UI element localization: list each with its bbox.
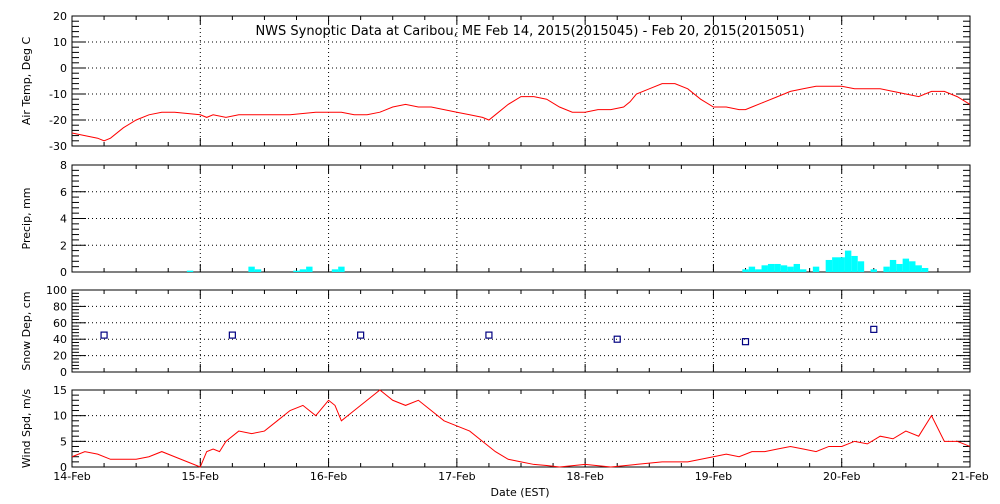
- panel-frame: [71, 389, 971, 468]
- x-axis-label: Date (EST): [490, 486, 549, 499]
- precip-bar: [761, 265, 768, 272]
- precip-bar: [889, 259, 897, 272]
- precip-bar: [787, 266, 794, 272]
- y-tick-label: 80: [53, 300, 67, 313]
- y-tick-label: 60: [53, 317, 67, 330]
- precip-bar: [896, 263, 903, 272]
- y-tick-label: 6: [60, 186, 67, 199]
- y-tick-label: 0: [60, 366, 67, 379]
- x-tick-label: 18-Feb: [566, 470, 603, 483]
- precip-bar: [857, 261, 865, 272]
- precip-bar: [851, 255, 858, 272]
- snow-depth-point: [228, 331, 236, 339]
- precip-bar: [293, 270, 300, 272]
- precip-bar: [812, 266, 820, 272]
- y-tick-label: 8: [60, 159, 67, 172]
- precip-bar: [331, 269, 339, 272]
- precip-bar: [825, 259, 833, 272]
- y-tick-label: 0: [60, 266, 67, 279]
- precip-bar: [755, 269, 762, 272]
- snow-depth-point: [100, 331, 108, 339]
- snow-depth-point: [870, 325, 878, 333]
- precip-bar: [832, 257, 839, 272]
- precip-bar: [306, 266, 313, 272]
- y-tick-label: 15: [53, 384, 67, 397]
- precip-bar: [915, 265, 922, 272]
- y-tick-label: 100: [46, 284, 67, 297]
- precip-bar: [742, 269, 749, 272]
- x-tick-label: 20-Feb: [823, 470, 860, 483]
- wind-speed-line: [71, 389, 971, 468]
- precip-bar: [870, 269, 877, 272]
- precip-bar: [844, 250, 852, 272]
- y-tick-label: 2: [60, 239, 67, 252]
- y-tick-label: 0: [60, 62, 67, 75]
- y-tick-label: -30: [49, 140, 67, 153]
- precip-bar: [299, 269, 307, 272]
- y-tick-label: 10: [53, 410, 67, 423]
- y-axis-label: Precip, mm: [20, 188, 33, 250]
- precip-bar: [338, 266, 345, 272]
- precip-bar: [883, 266, 890, 272]
- precip-bar: [902, 258, 910, 272]
- y-axis-label: Air Temp, Deg C: [20, 37, 33, 126]
- x-tick-label: 16-Feb: [310, 470, 347, 483]
- y-axis-label: Snow Dep, cm: [20, 291, 33, 370]
- y-tick-label: 4: [60, 213, 67, 226]
- precip-bar: [793, 263, 801, 272]
- y-tick-label: -20: [49, 114, 67, 127]
- y-tick-label: 5: [60, 435, 67, 448]
- x-tick-label: 15-Feb: [182, 470, 219, 483]
- precip-bar: [909, 261, 916, 272]
- precip-bar: [921, 267, 929, 272]
- y-tick-label: 10: [53, 36, 67, 49]
- x-tick-label: 14-Feb: [53, 470, 90, 483]
- precip-bar: [748, 266, 756, 272]
- panel-frame: [71, 289, 971, 373]
- snow-depth-point: [357, 331, 365, 339]
- chart-title: NWS Synoptic Data at Caribou, ME Feb 14,…: [255, 24, 804, 39]
- air-temp-line: [71, 83, 971, 142]
- snow-depth-point: [485, 331, 493, 339]
- y-axis-label: Wind Spd, m/s: [20, 389, 33, 469]
- y-tick-label: 40: [53, 333, 67, 346]
- precip-bar: [248, 266, 255, 272]
- y-tick-label: 20: [53, 350, 67, 363]
- precip-bar: [186, 270, 194, 272]
- y-tick-label: 0: [60, 461, 67, 474]
- snow-depth-point: [741, 338, 750, 346]
- y-tick-label: 20: [53, 10, 67, 23]
- precip-bar: [254, 269, 262, 272]
- snow-depth-point: [613, 335, 621, 343]
- precip-bar: [774, 263, 781, 272]
- precip-bar: [780, 265, 788, 272]
- x-tick-label: 21-Feb: [951, 470, 988, 483]
- precip-bar: [838, 257, 845, 272]
- x-tick-label: 17-Feb: [438, 470, 475, 483]
- precip-bar: [767, 263, 775, 272]
- precip-bar: [800, 269, 807, 272]
- y-tick-label: -10: [49, 88, 67, 101]
- x-tick-label: 19-Feb: [695, 470, 732, 483]
